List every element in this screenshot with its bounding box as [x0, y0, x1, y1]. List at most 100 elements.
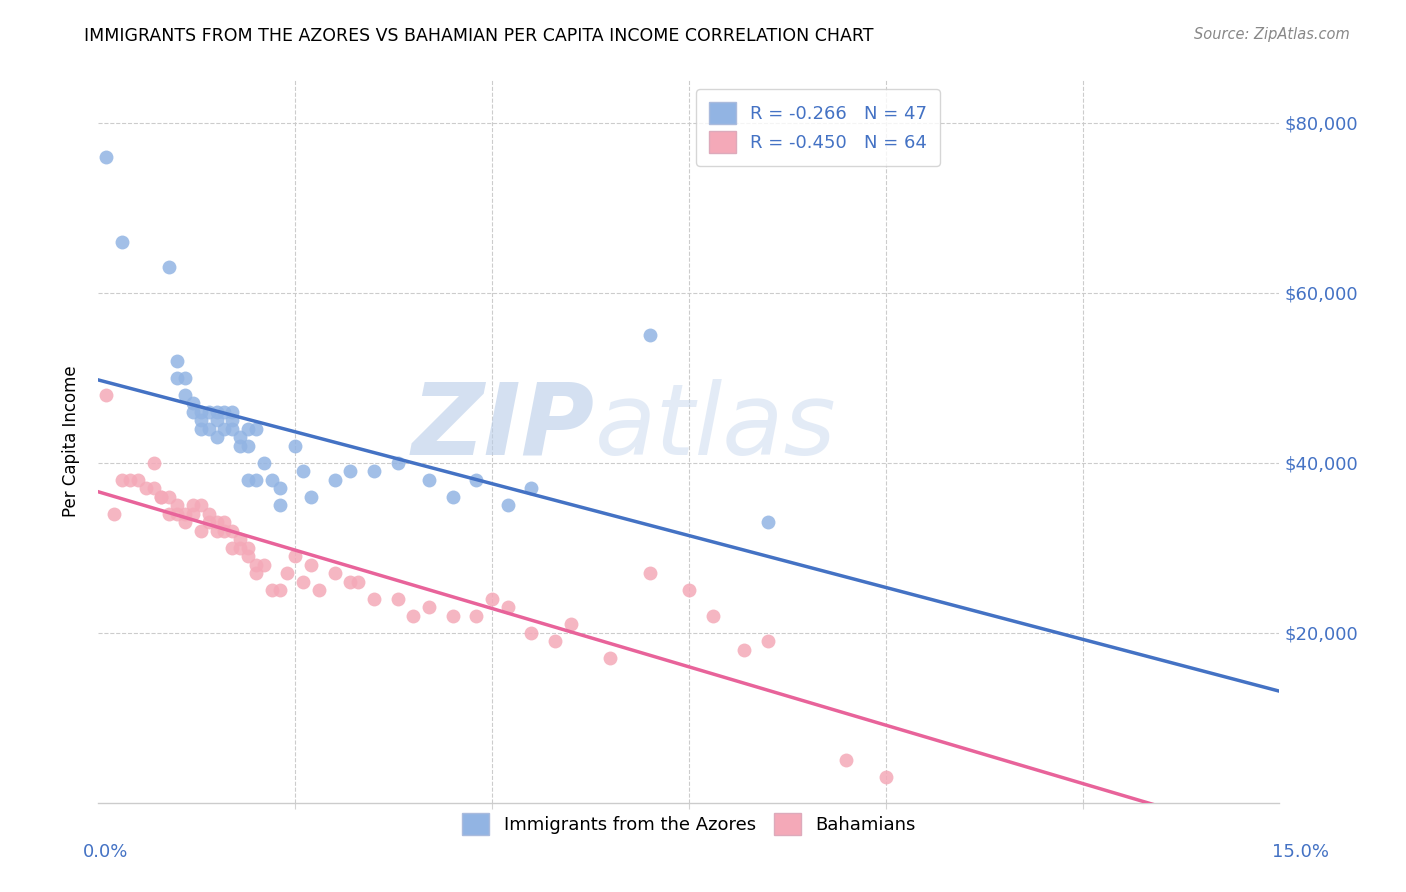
- Point: [127, 473, 149, 487]
- Point: [229, 439, 252, 453]
- Point: [214, 524, 236, 538]
- Point: [269, 498, 291, 512]
- Point: [245, 566, 267, 581]
- Point: [875, 770, 897, 784]
- Point: [181, 405, 204, 419]
- Point: [481, 591, 503, 606]
- Point: [284, 439, 307, 453]
- Point: [496, 600, 519, 615]
- Point: [347, 574, 370, 589]
- Point: [678, 583, 700, 598]
- Point: [441, 490, 464, 504]
- Point: [560, 617, 582, 632]
- Point: [181, 396, 204, 410]
- Y-axis label: Per Capita Income: Per Capita Income: [62, 366, 80, 517]
- Point: [544, 634, 567, 648]
- Point: [214, 405, 236, 419]
- Point: [520, 481, 543, 495]
- Point: [157, 260, 180, 275]
- Point: [166, 507, 188, 521]
- Point: [441, 608, 464, 623]
- Text: ZIP: ZIP: [412, 378, 595, 475]
- Point: [387, 591, 409, 606]
- Point: [702, 608, 724, 623]
- Point: [205, 430, 228, 444]
- Point: [214, 516, 236, 530]
- Point: [150, 490, 173, 504]
- Point: [236, 422, 259, 436]
- Point: [174, 371, 197, 385]
- Point: [174, 507, 197, 521]
- Point: [245, 422, 267, 436]
- Point: [236, 549, 259, 564]
- Point: [181, 507, 204, 521]
- Point: [269, 481, 291, 495]
- Point: [402, 608, 425, 623]
- Point: [299, 558, 322, 572]
- Point: [157, 507, 180, 521]
- Text: atlas: atlas: [595, 378, 837, 475]
- Point: [181, 498, 204, 512]
- Point: [111, 473, 134, 487]
- Point: [190, 405, 212, 419]
- Point: [339, 574, 361, 589]
- Point: [214, 422, 236, 436]
- Text: IMMIGRANTS FROM THE AZORES VS BAHAMIAN PER CAPITA INCOME CORRELATION CHART: IMMIGRANTS FROM THE AZORES VS BAHAMIAN P…: [84, 27, 875, 45]
- Point: [756, 634, 779, 648]
- Point: [465, 608, 488, 623]
- Point: [363, 591, 385, 606]
- Point: [135, 481, 157, 495]
- Point: [465, 473, 488, 487]
- Point: [387, 456, 409, 470]
- Point: [638, 328, 661, 343]
- Point: [190, 498, 212, 512]
- Point: [269, 583, 291, 598]
- Point: [190, 413, 212, 427]
- Text: Source: ZipAtlas.com: Source: ZipAtlas.com: [1194, 27, 1350, 42]
- Point: [229, 533, 252, 547]
- Point: [190, 422, 212, 436]
- Point: [197, 422, 219, 436]
- Point: [520, 625, 543, 640]
- Point: [299, 490, 322, 504]
- Point: [142, 456, 165, 470]
- Point: [205, 516, 228, 530]
- Point: [150, 490, 173, 504]
- Point: [756, 516, 779, 530]
- Point: [190, 524, 212, 538]
- Point: [253, 456, 276, 470]
- Point: [221, 524, 243, 538]
- Point: [157, 490, 180, 504]
- Legend: Immigrants from the Azores, Bahamians: Immigrants from the Azores, Bahamians: [453, 805, 925, 845]
- Point: [221, 405, 243, 419]
- Point: [292, 464, 315, 478]
- Point: [496, 498, 519, 512]
- Point: [229, 430, 252, 444]
- Point: [260, 583, 283, 598]
- Point: [236, 439, 259, 453]
- Point: [197, 507, 219, 521]
- Point: [323, 566, 346, 581]
- Point: [142, 481, 165, 495]
- Point: [205, 524, 228, 538]
- Point: [221, 413, 243, 427]
- Point: [197, 516, 219, 530]
- Text: 0.0%: 0.0%: [83, 843, 128, 861]
- Point: [166, 353, 188, 368]
- Point: [166, 498, 188, 512]
- Point: [205, 405, 228, 419]
- Point: [418, 473, 440, 487]
- Point: [245, 473, 267, 487]
- Point: [835, 753, 858, 767]
- Point: [733, 642, 755, 657]
- Point: [96, 150, 118, 164]
- Point: [221, 422, 243, 436]
- Point: [205, 413, 228, 427]
- Point: [174, 516, 197, 530]
- Text: 15.0%: 15.0%: [1272, 843, 1329, 861]
- Point: [166, 371, 188, 385]
- Point: [638, 566, 661, 581]
- Point: [284, 549, 307, 564]
- Point: [236, 541, 259, 555]
- Point: [260, 473, 283, 487]
